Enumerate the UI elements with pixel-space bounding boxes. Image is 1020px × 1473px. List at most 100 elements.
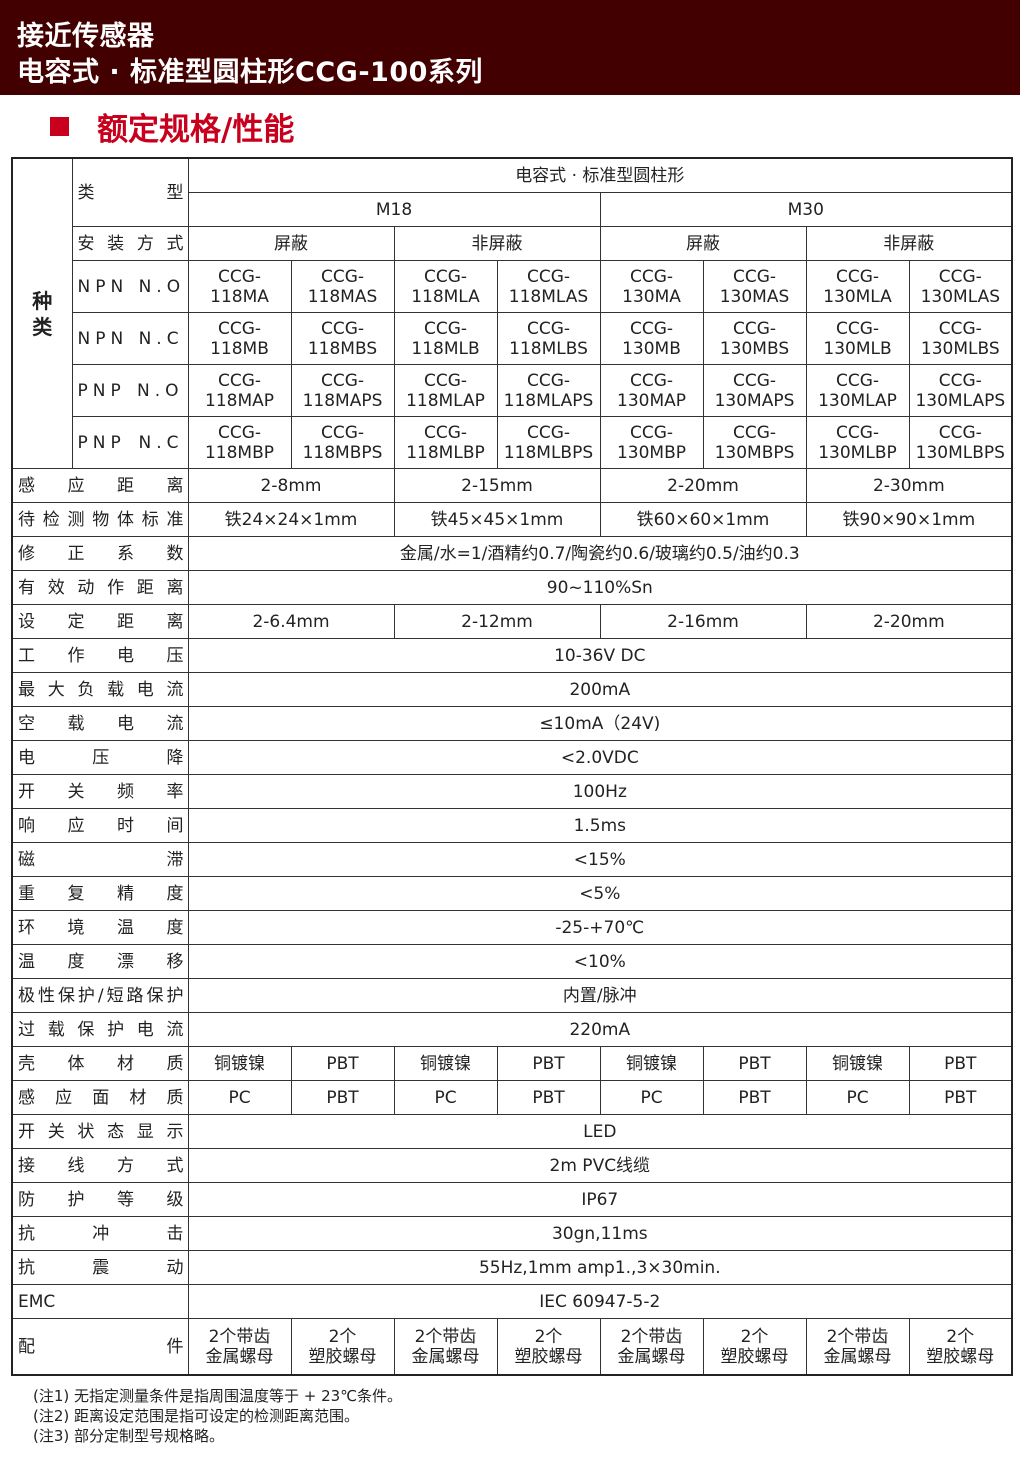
table-row: 待检测物体标准 铁24×24×1mm 铁45×45×1mm 铁60×60×1mm 铁90… <box>11 502 1013 537</box>
spec-value: PC <box>599 1080 704 1115</box>
spec-label: 过载保护电流 <box>11 1012 189 1047</box>
spec-table: 种 类类型 电容式 · 标准型圆柱形 M18 M30 安装方式 屏蔽 非屏蔽 屏蔽 非屏蔽 NPN… <box>11 157 1014 1376</box>
spec-value: PBT <box>496 1080 601 1115</box>
spec-label: 极性保护/短路保护 <box>11 978 189 1013</box>
spec-value: 2-20mm <box>805 604 1013 639</box>
model-cell: CCG- 130MB <box>599 312 704 365</box>
model-cell: CCG- 118MBPS <box>290 416 395 469</box>
spec-value: 55Hz,1mm amp1.,3×30min. <box>187 1250 1013 1285</box>
table-row: 有效动作距离 90~110%Sn <box>11 570 1013 605</box>
model-cell: CCG- 130MLBPS <box>908 416 1013 469</box>
spec-value: 金属/水=1/酒精约0.7/陶瓷约0.6/玻璃约0.5/油约0.3 <box>187 536 1013 571</box>
table-row: 磁滞 <15% <box>11 842 1013 877</box>
spec-value: 铁45×45×1mm <box>393 502 601 537</box>
spec-value: 2-12mm <box>393 604 601 639</box>
spec-value: 2-6.4mm <box>187 604 395 639</box>
spec-value: PBT <box>290 1080 395 1115</box>
spec-value: 铜镀镍 <box>805 1046 910 1081</box>
table-row: 开关频率 100Hz <box>11 774 1013 809</box>
mount-header: 屏蔽 <box>187 226 395 261</box>
mount-header: 非屏蔽 <box>805 226 1013 261</box>
model-cell: CCG- 118MB <box>187 312 292 365</box>
model-cell: CCG- 130MA <box>599 260 704 313</box>
table-row: NPN N.O CCG- 118MA CCG- 118MAS CCG- 118MLA C… <box>12 260 1013 313</box>
model-cell: CCG- 130MBPS <box>702 416 807 469</box>
model-cell: CCG- 130MLAPS <box>908 364 1013 417</box>
table-row: EMC IEC 60947-5-2 <box>11 1284 1013 1319</box>
spec-label: 抗震动 <box>11 1250 189 1285</box>
spec-value: LED <box>187 1114 1013 1149</box>
output-type-label: PNP N.C <box>71 416 189 469</box>
spec-value: 90~110%Sn <box>187 570 1013 605</box>
spec-value: 铁60×60×1mm <box>599 502 807 537</box>
model-cell: CCG- 130MLAP <box>805 364 910 417</box>
spec-label: 配件 <box>11 1318 189 1376</box>
spec-value: 2-16mm <box>599 604 807 639</box>
spec-value: PC <box>187 1080 292 1115</box>
table-row: 空载电流 ≤10mA（24V) <box>11 706 1013 741</box>
model-cell: CCG- 130MBS <box>702 312 807 365</box>
model-cell: CCG- 130MLAS <box>908 260 1013 313</box>
spec-value: 铁90×90×1mm <box>805 502 1013 537</box>
kind-label: 种 类 <box>11 157 73 469</box>
spec-label: 最大负载电流 <box>11 672 189 707</box>
spec-label: 重复精度 <box>11 876 189 911</box>
output-type-label: PNP N.O <box>71 364 189 417</box>
spec-value: 2-30mm <box>805 468 1013 503</box>
spec-value: PBT <box>496 1046 601 1081</box>
spec-value: IEC 60947-5-2 <box>187 1284 1013 1319</box>
spec-label: 温度漂移 <box>11 944 189 979</box>
spec-label: 工作电压 <box>11 638 189 673</box>
spec-label: 电压降 <box>11 740 189 775</box>
table-row: 工作电压 10-36V DC <box>11 638 1013 673</box>
spec-value: 100Hz <box>187 774 1013 809</box>
spec-value: 2-8mm <box>187 468 395 503</box>
model-cell: CCG- 130MLBS <box>908 312 1013 365</box>
table-row: 接线方式 2m PVC线缆 <box>11 1148 1013 1183</box>
model-cell: CCG- 130MAS <box>702 260 807 313</box>
mount-label: 安装方式 <box>71 226 189 261</box>
table-row: 重复精度 <5% <box>11 876 1013 911</box>
square-bullet-icon <box>50 116 69 136</box>
table-row: 开关状态显示 LED <box>11 1114 1013 1149</box>
size-header: M30 <box>599 192 1013 227</box>
spec-value: 铜镀镍 <box>187 1046 292 1081</box>
spec-value: 2个带齿 金属螺母 <box>187 1318 292 1376</box>
model-cell: CCG- 130MAPS <box>702 364 807 417</box>
model-cell: CCG- 118MBP <box>187 416 292 469</box>
type-label: 类型 <box>71 157 189 227</box>
table-row: 极性保护/短路保护 内置/脉冲 <box>11 978 1013 1013</box>
spec-value: 2-20mm <box>599 468 807 503</box>
spec-label: EMC <box>11 1284 189 1319</box>
table-row: NPN N.C CCG- 118MB CCG- 118MBS CCG- 118MLB C… <box>12 312 1013 365</box>
model-cell: CCG- 130MLA <box>805 260 910 313</box>
spec-value: 铁24×24×1mm <box>187 502 395 537</box>
spec-label: 响应时间 <box>11 808 189 843</box>
table-row: 壳体材质 铜镀镍 PBT 铜镀镍 PBT 铜镀镍 PBT 铜镀镍 PBT <box>11 1046 1013 1081</box>
output-type-label: NPN N.C <box>71 312 189 365</box>
spec-value: <10% <box>187 944 1013 979</box>
model-cell: CCG- 130MBP <box>599 416 704 469</box>
section-heading: 额定规格/性能 <box>50 106 295 148</box>
model-cell: CCG- 118MLBS <box>496 312 601 365</box>
table-row: 设定距离 2-6.4mm 2-12mm 2-16mm 2-20mm <box>11 604 1013 639</box>
spec-label: 感应距离 <box>11 468 189 503</box>
table-row: 环境温度 -25-+70℃ <box>11 910 1013 945</box>
spec-label: 设定距离 <box>11 604 189 639</box>
spec-value: 2个 塑胶螺母 <box>290 1318 395 1376</box>
spec-value: -25-+70℃ <box>187 910 1013 945</box>
table-row: PNP N.C CCG- 118MBP CCG- 118MBPS CCG- 118ML… <box>12 416 1013 469</box>
spec-value: 220mA <box>187 1012 1013 1047</box>
table-row: 感应距离 2-8mm 2-15mm 2-20mm 2-30mm <box>11 468 1013 503</box>
model-cell: CCG- 130MLBP <box>805 416 910 469</box>
spec-value: PBT <box>702 1046 807 1081</box>
section-title: 额定规格/性能 <box>97 111 295 148</box>
table-row: PNP N.O CCG- 118MAP CCG- 118MAPS CCG- 118ML… <box>12 364 1013 417</box>
spec-value: 2个 塑胶螺母 <box>702 1318 807 1376</box>
table-row: 修正系数 金属/水=1/酒精约0.7/陶瓷约0.6/玻璃约0.5/油约0.3 <box>11 536 1013 571</box>
title-line-1: 接近传感器 <box>17 21 155 52</box>
model-cell: CCG- 118MLAS <box>496 260 601 313</box>
mount-header: 非屏蔽 <box>393 226 601 261</box>
spec-label: 修正系数 <box>11 536 189 571</box>
spec-value: PC <box>393 1080 498 1115</box>
